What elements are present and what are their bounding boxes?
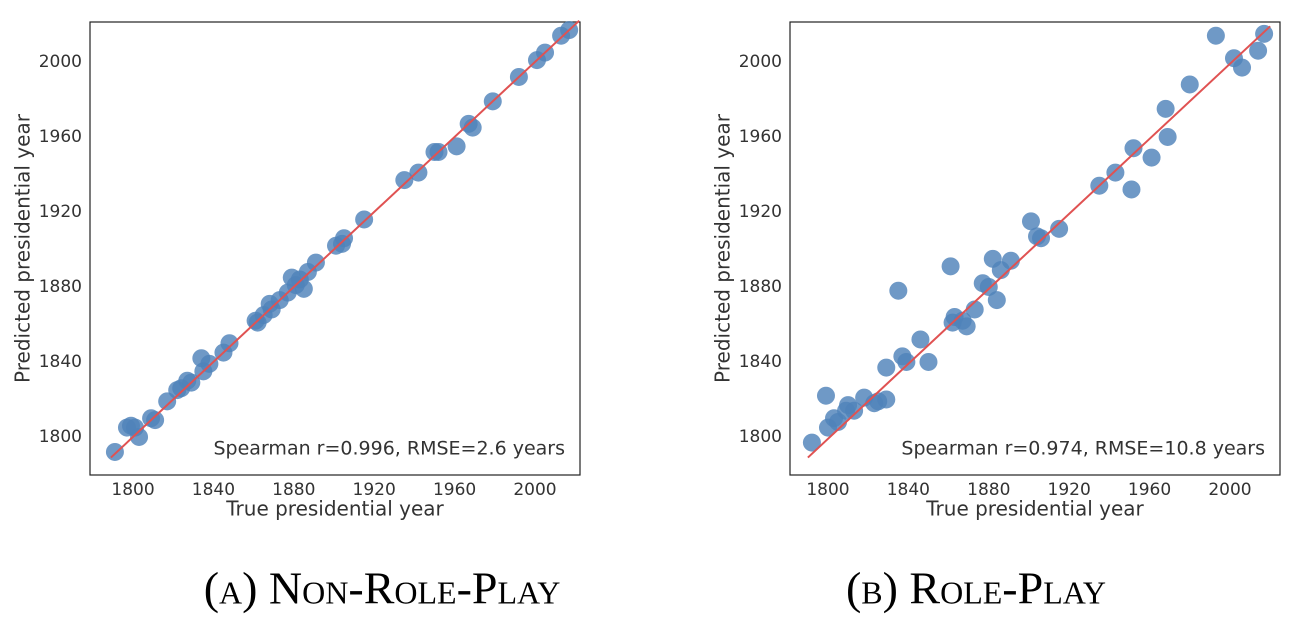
scatter-point	[897, 352, 916, 371]
scatter-point	[1156, 99, 1175, 118]
x-axis-label: True presidential year	[225, 497, 444, 521]
scatter-point	[957, 317, 976, 336]
scatter-point	[1106, 163, 1125, 182]
y-tick-label: 1920	[39, 202, 82, 222]
x-tick-label: 1800	[111, 480, 154, 500]
scatter-point	[306, 253, 325, 272]
x-tick-label: 1920	[353, 480, 396, 500]
scatter-point	[1233, 58, 1252, 77]
x-tick-label: 1800	[806, 480, 849, 500]
scatter-point	[911, 330, 930, 349]
fit-line	[110, 19, 580, 459]
scatter-point	[877, 390, 896, 409]
scatter-point	[130, 427, 149, 446]
scatter-point	[105, 442, 124, 461]
y-tick-label: 1800	[739, 427, 782, 447]
annotation: Spearman r=0.974, RMSE=10.8 years	[901, 438, 1265, 460]
x-tick-label: 1920	[1048, 480, 1091, 500]
scatter-point	[802, 433, 821, 452]
plot-frame	[789, 21, 1281, 476]
scatter-point	[1050, 219, 1069, 238]
scatter-point	[1021, 212, 1040, 231]
scatter-point	[941, 257, 960, 276]
fit-line	[807, 25, 1271, 459]
scatter-point	[294, 279, 313, 298]
scatter-point	[1122, 180, 1141, 199]
y-tick-label: 1960	[739, 127, 782, 147]
y-tick-label: 1960	[39, 127, 82, 147]
scatter-point	[845, 401, 864, 420]
y-tick-label: 1880	[39, 277, 82, 297]
scatter-point	[409, 163, 428, 182]
y-tick-label: 1840	[739, 352, 782, 372]
x-tick-label: 2000	[1208, 480, 1251, 500]
scatter-point	[1032, 229, 1051, 248]
scatter-point	[355, 210, 374, 229]
x-tick-label: 1880	[967, 480, 1010, 500]
scatter-point	[335, 229, 354, 248]
scatter-point	[1158, 127, 1177, 146]
scatter-point	[1206, 26, 1225, 45]
caption: (a) Non-Role-Play	[204, 563, 561, 614]
y-tick-label: 2000	[39, 52, 82, 72]
caption: (b) Role-Play	[846, 563, 1106, 614]
y-tick-label: 1880	[739, 277, 782, 297]
scatter-point	[877, 358, 896, 377]
y-tick-label: 2000	[739, 52, 782, 72]
x-axis-label: True presidential year	[925, 497, 1144, 521]
scatter-point	[200, 354, 219, 373]
scatter-point	[146, 411, 165, 430]
scatter-point	[1249, 41, 1268, 60]
scatter-point	[395, 171, 414, 190]
x-tick-label: 1880	[272, 480, 315, 500]
scatter-point	[987, 291, 1006, 310]
y-axis-label: Predicted presidential year	[711, 113, 735, 383]
scatter-point	[447, 137, 466, 156]
scatter-point	[919, 352, 938, 371]
plot-frame	[89, 21, 581, 476]
scatter-point	[1124, 139, 1143, 158]
x-tick-label: 2000	[513, 480, 556, 500]
scatter-point	[889, 281, 908, 300]
scatter-point	[1142, 148, 1161, 167]
x-tick-label: 1960	[433, 480, 476, 500]
y-tick-label: 1840	[39, 352, 82, 372]
scatter-point	[979, 277, 998, 296]
x-tick-label: 1840	[887, 480, 930, 500]
y-tick-label: 1800	[39, 427, 82, 447]
scatter-point	[1180, 75, 1199, 94]
scatter-point	[220, 334, 239, 353]
scatter-point	[1255, 24, 1274, 43]
x-tick-label: 1960	[1128, 480, 1171, 500]
annotation: Spearman r=0.996, RMSE=2.6 years	[214, 438, 566, 460]
y-tick-label: 1920	[739, 202, 782, 222]
x-tick-label: 1840	[192, 480, 235, 500]
y-axis-label: Predicted presidential year	[11, 113, 35, 383]
scatter-point	[816, 386, 835, 405]
